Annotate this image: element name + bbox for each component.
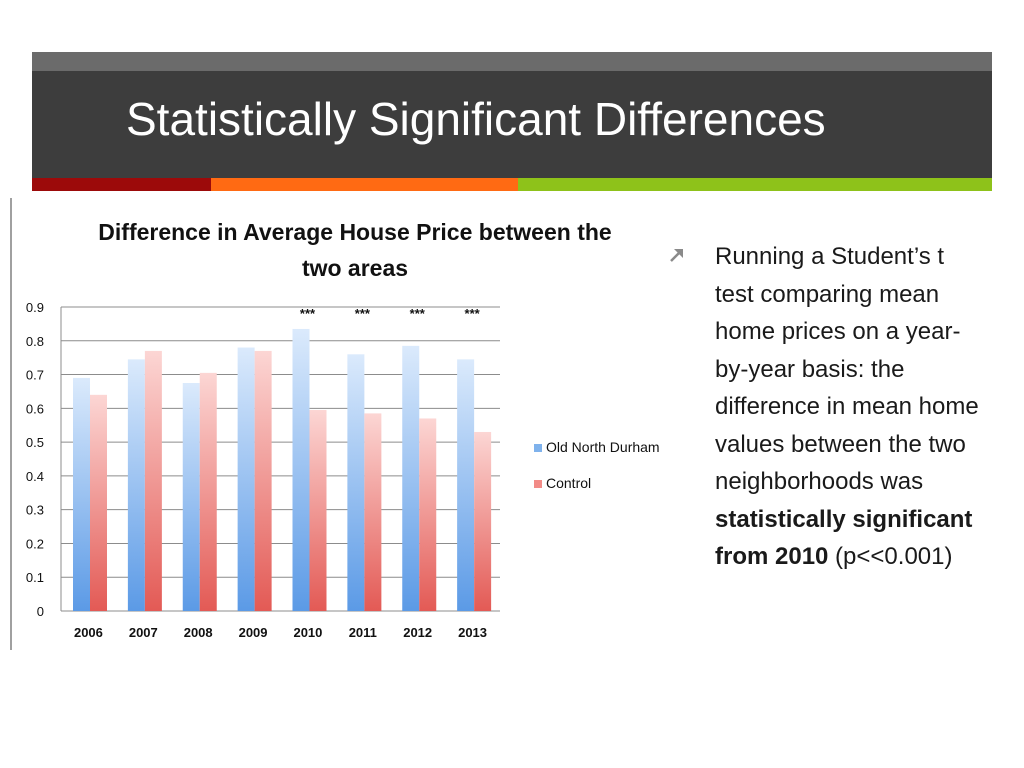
y-tick-label: 0.1 — [26, 570, 44, 585]
accent-bar-orange — [211, 178, 518, 191]
bar-old-north-durham-2007 — [127, 359, 145, 611]
bar-old-north-durham-2009 — [237, 347, 255, 611]
bullet-text: Running a Student’s t test comparing mea… — [715, 238, 985, 576]
y-tick-label: 0.9 — [26, 300, 44, 315]
slide-title: Statistically Significant Differences — [126, 93, 826, 145]
bar-old-north-durham-2012 — [402, 345, 420, 611]
legend-swatch — [534, 444, 542, 452]
x-tick-label: 2012 — [403, 625, 432, 640]
bar-chart: 0 0.1 0.2 0.3 0.4 0.5 0.6 0.7 0.8 0.9 2006 2007 2008… — [26, 300, 660, 640]
title-top-strip — [32, 52, 992, 71]
chart-area: Difference in Average House Price betwee… — [0, 200, 700, 660]
x-tick-label: 2010 — [293, 625, 322, 640]
bar-old-north-durham-2011 — [347, 354, 365, 611]
y-tick-label: 0.4 — [26, 469, 44, 484]
legend-label: Control — [546, 475, 591, 491]
y-tick-label: 0.6 — [26, 401, 44, 416]
y-tick-label: 0.7 — [26, 368, 44, 383]
x-tick-label: 2009 — [239, 625, 268, 640]
x-tick-label: 2006 — [74, 625, 103, 640]
bullet-text-bold: statistically significant from 2010 — [715, 505, 973, 571]
accent-bar-red — [32, 178, 211, 191]
y-tick-label: 0.3 — [26, 503, 44, 518]
significance-annotation: *** — [300, 306, 316, 321]
legend-swatch — [534, 480, 542, 488]
y-tick-label: 0.2 — [26, 536, 44, 551]
significance-annotation: *** — [355, 306, 371, 321]
accent-bar-green — [518, 178, 992, 191]
title-bar: Statistically Significant Differences — [32, 52, 992, 178]
bar-control-2012 — [419, 418, 437, 611]
bar-control-2006 — [90, 394, 107, 611]
bullet-text-part-1: Running a Student’s t test comparing mea… — [715, 243, 979, 495]
x-tick-label: 2007 — [129, 625, 158, 640]
y-tick-label: 0 — [37, 604, 44, 619]
bar-control-2009 — [254, 350, 272, 611]
legend-label: Old North Durham — [546, 439, 660, 455]
bar-control-2007 — [144, 350, 162, 611]
bar-old-north-durham-2013 — [457, 359, 475, 611]
left-divider — [10, 198, 12, 650]
x-tick-label: 2011 — [349, 625, 377, 640]
y-tick-label: 0.5 — [26, 435, 44, 450]
bar-old-north-durham-2006 — [73, 377, 90, 611]
x-tick-label: 2013 — [458, 625, 487, 640]
bullet-text-part-2: (p<<0.001) — [828, 543, 953, 570]
bar-control-2011 — [364, 413, 382, 611]
x-tick-label: 2008 — [184, 625, 213, 640]
bar-old-north-durham-2008 — [182, 383, 200, 611]
arrow-up-right-icon — [668, 246, 688, 266]
y-tick-label: 0.8 — [26, 334, 44, 349]
significance-annotation: *** — [410, 306, 426, 321]
chart-title: Difference in Average House Price betwee… — [98, 219, 612, 281]
bar-old-north-durham-2010 — [292, 328, 310, 611]
bar-control-2013 — [474, 431, 492, 611]
bar-control-2010 — [309, 410, 327, 611]
significance-annotation: *** — [465, 306, 481, 321]
bar-control-2008 — [199, 372, 217, 611]
